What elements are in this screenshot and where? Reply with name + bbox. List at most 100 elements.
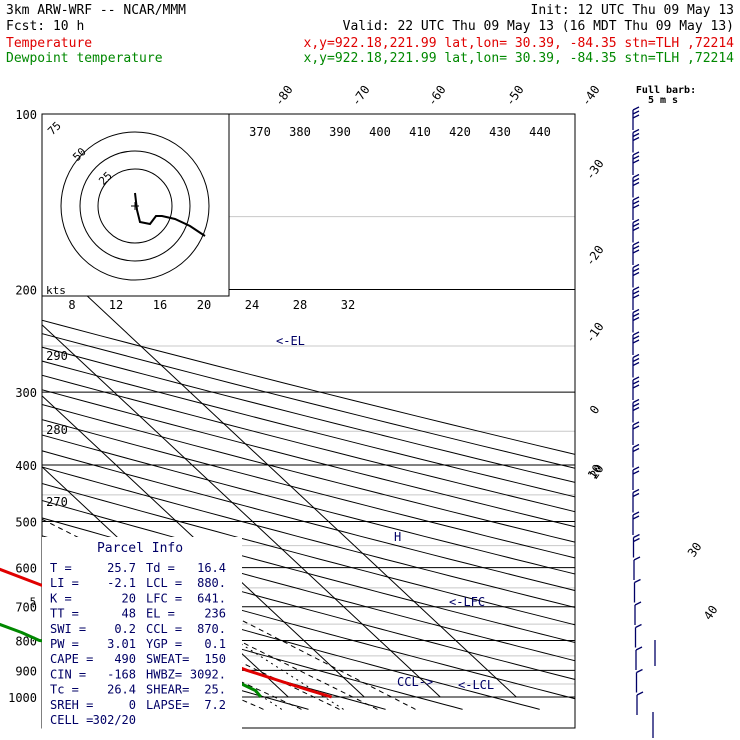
wind-barb-flag	[632, 339, 640, 344]
wind-barb-flag	[632, 294, 640, 299]
wind-barb-flag	[632, 196, 640, 201]
parcel-label: Tc =	[50, 683, 79, 697]
wind-barb-flag	[632, 384, 640, 389]
wind-barb-flag	[632, 226, 640, 232]
isobar-label: 500	[15, 515, 37, 529]
model-title: 3km ARW-WRF -- NCAR/MMM	[6, 3, 186, 18]
isotherm	[42, 324, 441, 698]
parcel-label: CCL =	[146, 622, 182, 636]
wind-barb-flag	[632, 511, 640, 516]
speed-tick-label: 32	[341, 298, 355, 312]
parcel-value: 236	[204, 607, 226, 621]
parcel-label: TT =	[50, 607, 79, 621]
wind-barb-flag	[632, 114, 640, 119]
mixing-ratio-label: 5	[30, 595, 37, 608]
wind-barb-flag	[632, 110, 640, 115]
wind-barb-flag	[632, 204, 640, 209]
wind-barb-flag	[632, 136, 640, 142]
wind-barb-flag	[632, 155, 640, 160]
wind-barb-flag	[632, 470, 640, 475]
speed-tick-label: 8	[68, 298, 75, 312]
parcel-label: CAPE =	[50, 652, 93, 666]
isotherm-label: 10	[585, 462, 605, 482]
wind-barbs	[632, 106, 656, 738]
isobar-label: 1000	[8, 691, 37, 705]
dry-adiabat	[42, 419, 575, 559]
wind-barb-flag	[632, 331, 640, 336]
isotherm	[42, 253, 517, 698]
parcel-label: LAPSE=	[146, 698, 189, 712]
parcel-label: CIN =	[50, 667, 86, 681]
init-time: Init: 12 UTC Thu 09 May 13	[531, 3, 735, 18]
valid-time: Valid: 22 UTC Thu 09 May 13 (16 MDT Thu …	[343, 19, 734, 34]
parcel-info-title: Parcel Info	[97, 541, 183, 556]
isotherm-label: -40	[579, 83, 603, 109]
parcel-value: 16.4	[197, 561, 226, 575]
parcel-value: 26.4	[107, 683, 136, 697]
dry-adiabat	[42, 333, 575, 469]
wind-barb-flag	[632, 151, 640, 156]
speed-tick-label: 12	[109, 298, 123, 312]
speed-tick-label: 28	[293, 298, 307, 312]
wind-barb-flag	[636, 668, 643, 674]
wind-barb-flag	[632, 222, 640, 228]
isotherm-label: 40	[701, 603, 721, 623]
dewpoint-legend: Dewpoint temperature	[6, 51, 163, 66]
wind-barb-flag	[632, 106, 640, 111]
wind-barb-flag	[632, 200, 640, 205]
speed-tick-label: 20	[197, 298, 211, 312]
parcel-label: PW =	[50, 637, 79, 651]
isotherm-label: -70	[349, 83, 373, 109]
wind-barb-flag	[632, 425, 640, 430]
wind-barb-flag	[632, 466, 640, 471]
wind-barb-flag	[632, 447, 640, 453]
wind-barb-flag	[632, 357, 640, 363]
wind-barb-flag	[632, 128, 640, 134]
parcel-label: SHEAR=	[146, 683, 189, 697]
parcel-label: EL =	[146, 607, 175, 621]
isobar-label: 900	[15, 664, 37, 678]
wind-barb-flag	[632, 308, 640, 314]
wind-barb-flag	[636, 691, 644, 696]
dry-adiabat	[42, 450, 575, 592]
parcel-label: SWI =	[50, 622, 86, 636]
parcel-value: 490	[114, 652, 136, 666]
isobar-label: 300	[15, 386, 37, 400]
isobar-label: 100	[15, 108, 37, 122]
wind-barb-flag	[632, 406, 640, 412]
temperature-location: x,y=922.18,221.99 lat,lon= 30.39, -84.35…	[304, 36, 735, 51]
parcel-label: HWBZ=	[146, 667, 182, 681]
parcel-info-panel: Parcel Info T = 25.7 Td = 16.4 LI = -2.1 LCL =…	[42, 537, 242, 729]
hodograph-trace	[134, 192, 206, 237]
parcel-label: LI =	[50, 576, 79, 590]
theta-label: 380	[289, 125, 311, 139]
wind-barb-flag	[632, 353, 640, 359]
dry-adiabat	[42, 572, 540, 710]
wind-barb-flag	[632, 290, 640, 295]
parcel-label: SREH =	[50, 698, 93, 712]
isotherm-label: 20	[587, 462, 607, 482]
parcel-label: CELL =	[50, 713, 93, 727]
dewpoint-location: x,y=922.18,221.99 lat,lon= 30.39, -84.35…	[304, 51, 735, 66]
parcel-value: 0.2	[114, 622, 136, 636]
parcel-label: LCL =	[146, 576, 182, 590]
isotherm-label: -50	[503, 83, 527, 109]
parcel-value: 0	[129, 698, 136, 712]
lcl-marker: <-LCL	[458, 678, 494, 692]
wind-barb-flag	[632, 245, 640, 250]
wind-barb-flag	[632, 515, 640, 520]
wind-barb-flag	[632, 177, 640, 183]
wind-barb-flag	[632, 159, 640, 164]
barb-legend-value: 5 m s	[648, 95, 678, 106]
isobar-label: 200	[15, 284, 37, 298]
hodograph-units: kts	[46, 284, 66, 297]
wind-barb-flag	[633, 556, 641, 561]
theta-label: 420	[449, 125, 471, 139]
parcel-value: 3.01	[107, 637, 136, 651]
wind-barb-flag	[632, 316, 640, 322]
wind-barb-flag	[632, 335, 640, 340]
parcel-value: 870.	[197, 622, 226, 636]
